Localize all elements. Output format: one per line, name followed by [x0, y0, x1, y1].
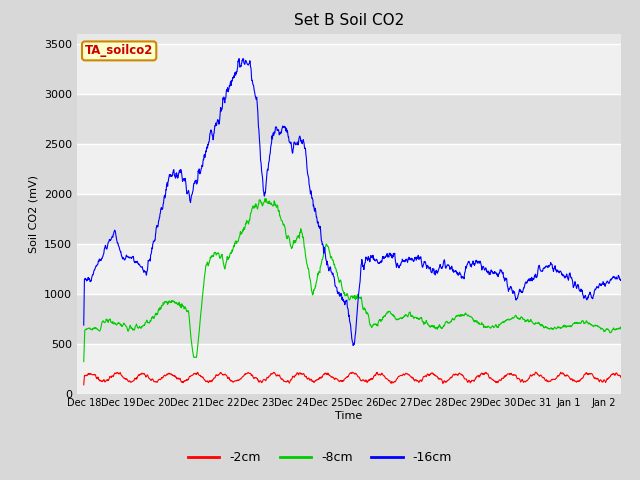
X-axis label: Time: Time	[335, 411, 362, 421]
Bar	[77, 193, 621, 243]
Legend: -2cm, -8cm, -16cm: -2cm, -8cm, -16cm	[183, 446, 457, 469]
Bar	[77, 294, 621, 344]
Bar	[77, 243, 621, 294]
Bar	[77, 94, 621, 144]
Bar	[77, 144, 621, 193]
Bar	[77, 344, 621, 394]
Text: TA_soilco2: TA_soilco2	[85, 44, 154, 58]
Y-axis label: Soil CO2 (mV): Soil CO2 (mV)	[28, 175, 38, 252]
Bar	[77, 44, 621, 94]
Title: Set B Soil CO2: Set B Soil CO2	[294, 13, 404, 28]
